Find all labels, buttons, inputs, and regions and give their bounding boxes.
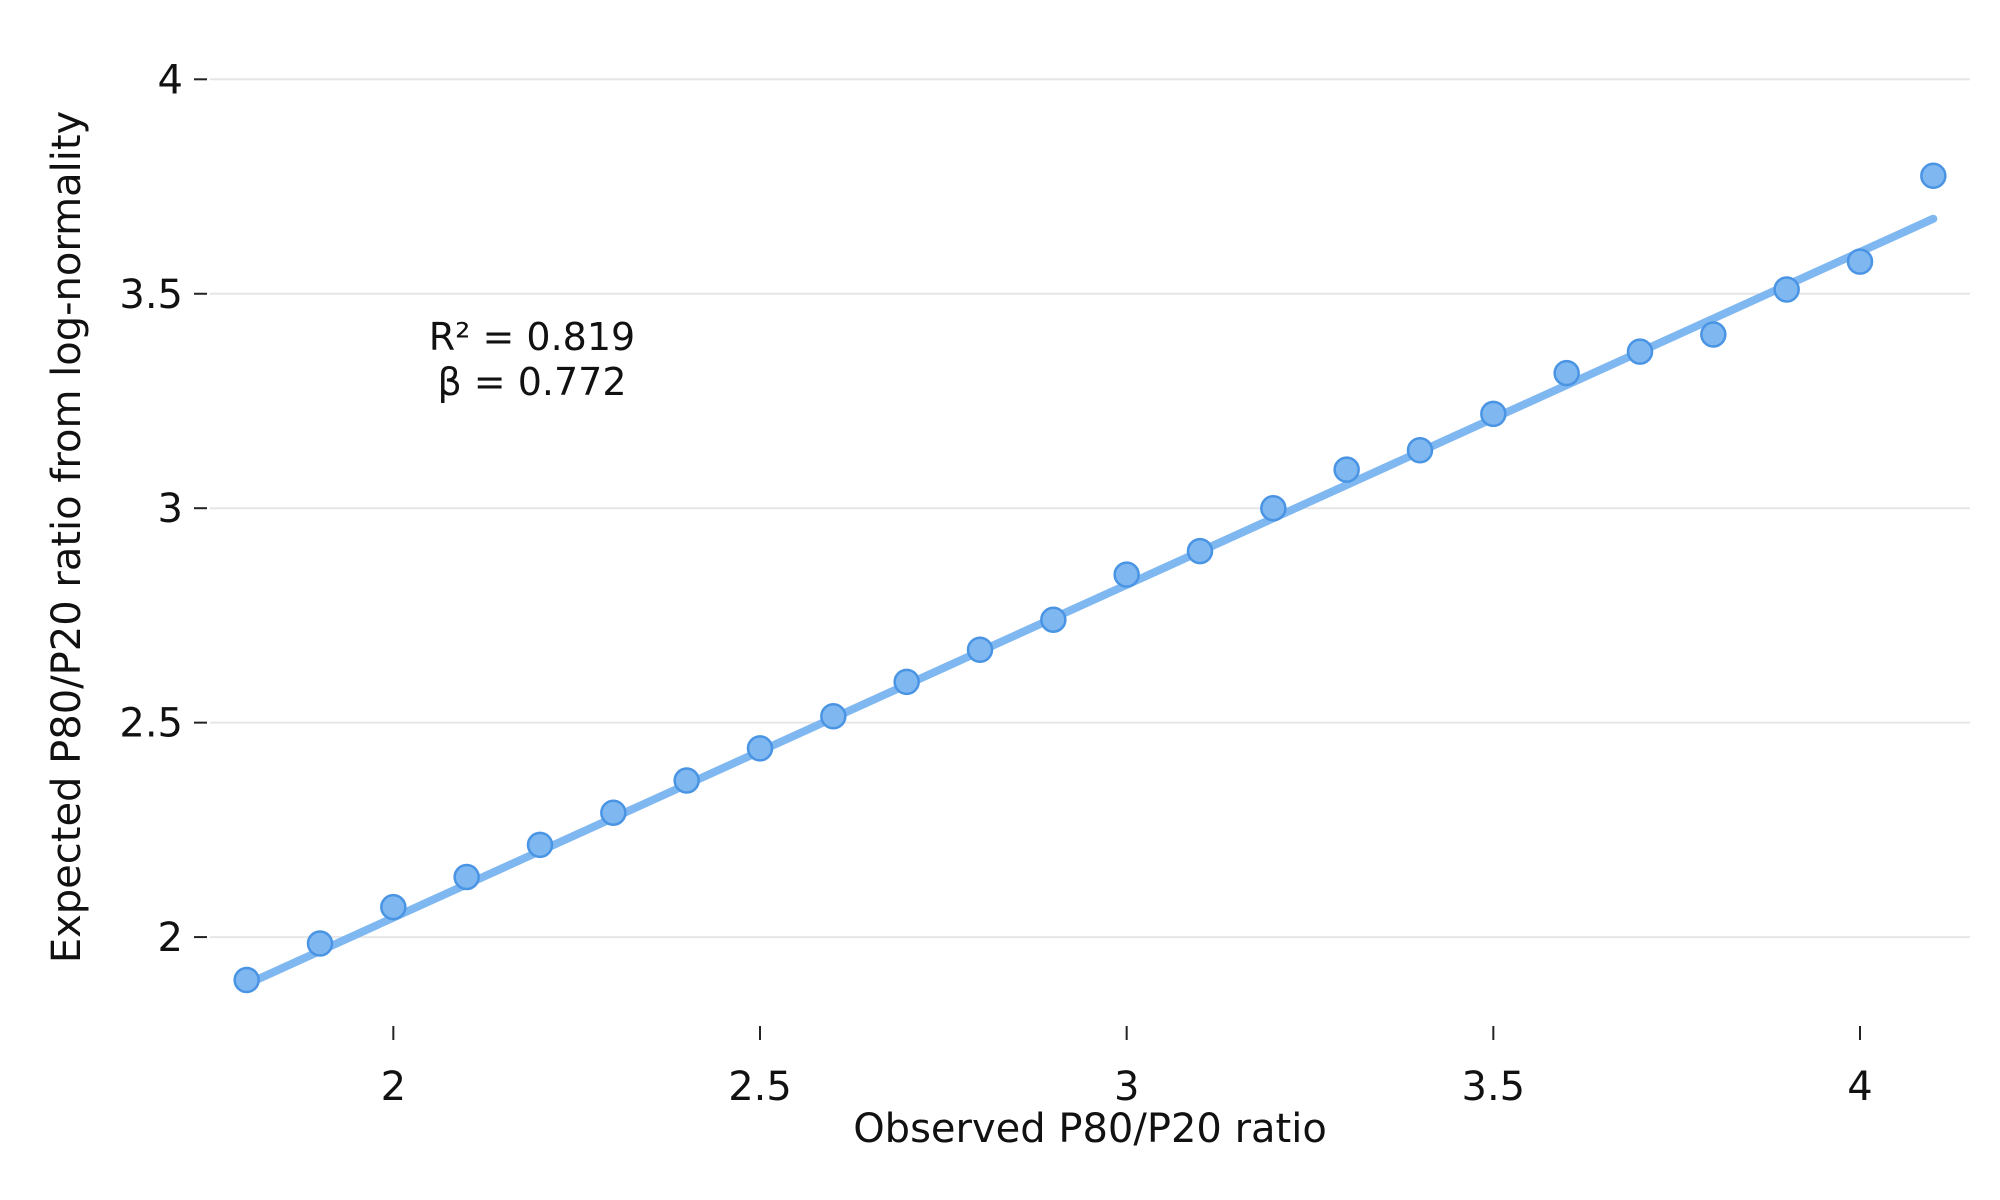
- data-point: [1920, 162, 1947, 190]
- y-tick-label: 3: [158, 486, 183, 532]
- x-tick-label: 2: [381, 1064, 406, 1110]
- y-tick-label: 3.5: [119, 272, 183, 318]
- data-point: [1553, 359, 1580, 387]
- data-point: [1186, 537, 1214, 565]
- data-point: [966, 636, 994, 663]
- data-point: [1626, 338, 1654, 365]
- x-axis: 2 2.5 3 3.5 4: [381, 1026, 1873, 1110]
- r-squared-annotation: R² = 0.819: [429, 315, 635, 359]
- data-point: [1846, 248, 1874, 275]
- y-axis-title: Expected P80/P20 ratio from log-normalit…: [44, 111, 90, 963]
- data-point: [1113, 561, 1140, 588]
- beta-annotation: β = 0.772: [437, 360, 626, 404]
- x-tick-label: 2.5: [728, 1064, 792, 1110]
- data-point: [453, 863, 480, 891]
- data-point: [306, 930, 334, 957]
- data-point: [1700, 321, 1727, 348]
- y-gridlines: [210, 78, 1970, 939]
- x-tick-label: 3.5: [1462, 1064, 1526, 1110]
- y-axis: 2 2.5 3 3.5 4: [119, 57, 207, 961]
- data-points: [233, 162, 1947, 994]
- data-point: [1333, 456, 1360, 483]
- data-point: [893, 668, 920, 696]
- y-tick-label: 2.5: [119, 701, 183, 747]
- y-tick-label: 4: [158, 57, 183, 103]
- x-tick-label: 4: [1847, 1064, 1872, 1110]
- fit-line-group: [242, 214, 1938, 989]
- y-tick-label: 2: [158, 915, 183, 961]
- data-point: [1040, 606, 1067, 633]
- data-point: [1480, 400, 1507, 428]
- data-point: [746, 735, 774, 762]
- data-point: [1260, 494, 1287, 522]
- data-point: [673, 767, 700, 794]
- data-point: [526, 831, 554, 859]
- data-point: [1406, 437, 1434, 464]
- data-point: [1773, 276, 1800, 303]
- data-point: [820, 702, 847, 730]
- fit-line: [242, 214, 1938, 989]
- x-axis-title: Observed P80/P20 ratio: [853, 1106, 1327, 1152]
- data-point: [380, 893, 407, 921]
- data-point: [600, 799, 627, 826]
- data-point: [233, 966, 260, 994]
- x-tick-label: 3: [1114, 1064, 1139, 1110]
